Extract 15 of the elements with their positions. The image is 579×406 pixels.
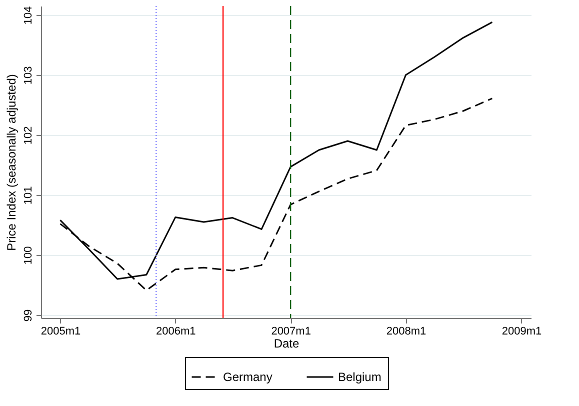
y-tick-label: 101 — [22, 186, 34, 205]
x-tick-label: 2008m1 — [386, 326, 426, 338]
legend-label: Germany — [223, 370, 272, 384]
y-tick-label: 103 — [22, 66, 34, 85]
x-axis-title: Date — [274, 336, 300, 350]
y-tick-label: 99 — [22, 309, 34, 322]
y-tick-label: 102 — [22, 126, 34, 145]
x-tick-label: 2006m1 — [156, 326, 196, 338]
y-axis-title: Price Index (seasonally adjusted) — [4, 74, 18, 251]
legend-label: Belgium — [338, 370, 382, 384]
x-tick-label: 2005m1 — [40, 326, 81, 338]
y-tick-label: 104 — [22, 6, 34, 25]
x-tick-label: 2009m1 — [502, 326, 542, 338]
y-tick-label: 100 — [22, 246, 34, 265]
x-tick-label: 2007m1 — [271, 326, 311, 338]
